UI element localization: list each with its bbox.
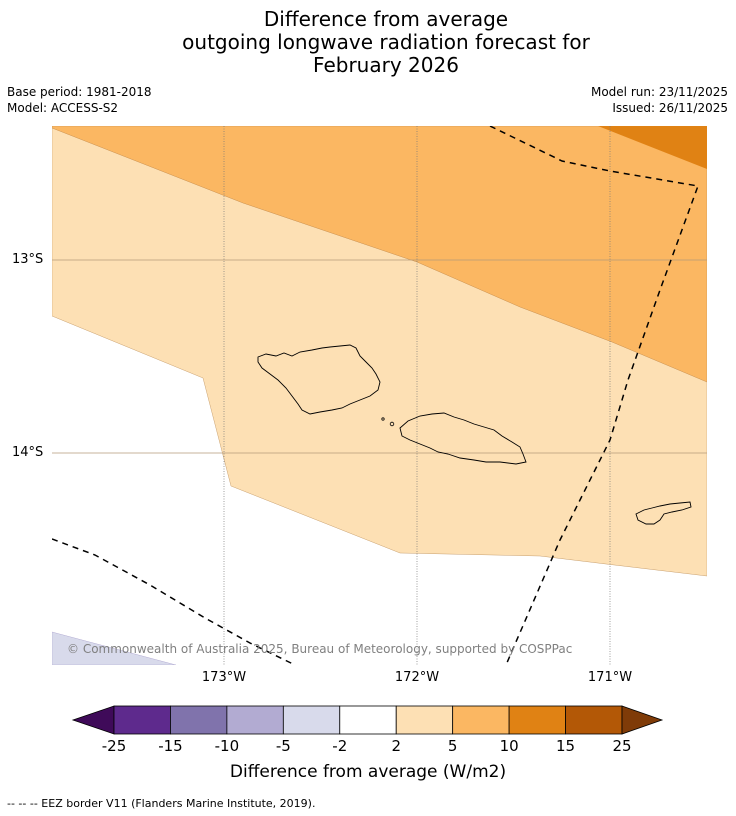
- colorbar-tick-label: 25: [612, 737, 632, 755]
- island-upolu: [399, 412, 527, 465]
- eez-footnote: -- -- -- EEZ border V11 (Flanders Marine…: [7, 797, 316, 810]
- eez-border-east: [489, 126, 700, 665]
- eez-border-southwest: [52, 538, 296, 665]
- colorbar-tick-label: 5: [447, 737, 458, 755]
- colorbar-tick-label: 15: [556, 737, 576, 755]
- colorbar-segment: [452, 705, 510, 735]
- colorbar-tick-label: -10: [214, 737, 240, 755]
- colorbar-label: Difference from average (W/m2): [229, 762, 507, 782]
- colorbar-segment: [226, 705, 284, 735]
- lat-label-14s: 14°S: [12, 445, 44, 460]
- colorbar-segment: [339, 705, 397, 735]
- colorbar-segment: [508, 705, 566, 735]
- meta-left: Base period: 1981-2018 Model: ACCESS-S2: [7, 84, 152, 116]
- colorbar-segment: [565, 705, 623, 735]
- issued-date: Issued: 26/11/2025: [612, 101, 728, 115]
- anomaly-band-10-15: [598, 126, 707, 169]
- islet-1: [381, 417, 385, 421]
- island-tutuila: [635, 501, 692, 525]
- lon-label-172w: 172°W: [394, 670, 440, 685]
- colorbar-segment: [170, 705, 228, 735]
- colorbar-segment: [395, 705, 454, 735]
- title-line-3: February 2026: [313, 53, 459, 77]
- islet-2: [389, 421, 395, 427]
- title-line-2: outgoing longwave radiation forecast for: [182, 30, 590, 54]
- chart-title: Difference from average outgoing longwav…: [0, 8, 736, 77]
- copyright-notice: © Commonwealth of Australia 2025, Bureau…: [67, 642, 573, 656]
- colorbar-segment: [282, 705, 341, 735]
- title-line-1: Difference from average: [263, 7, 509, 31]
- colorbar-tick-label: -25: [101, 737, 127, 755]
- meta-right: Model run: 23/11/2025 Issued: 26/11/2025: [591, 84, 728, 116]
- colorbar-tick-label: -5: [275, 737, 291, 755]
- colorbar-extend-high: [621, 705, 664, 735]
- colorbar-extend-low: [71, 705, 115, 735]
- colorbar-tick-label: -2: [332, 737, 348, 755]
- map-area: [52, 126, 707, 665]
- colorbar-segment: [113, 705, 171, 735]
- lon-label-173w: 173°W: [201, 670, 247, 685]
- anomaly-band-5-10: [52, 126, 707, 383]
- colorbar-tick-label: -15: [158, 737, 183, 755]
- lon-label-171w: 171°W: [587, 670, 633, 685]
- colorbar-tick-label: 2: [391, 737, 401, 755]
- island-savaii: [257, 344, 381, 415]
- base-period: Base period: 1981-2018: [7, 85, 152, 99]
- colorbar-tick-label: 10: [499, 737, 519, 755]
- lat-label-13s: 13°S: [12, 252, 44, 267]
- model-run: Model run: 23/11/2025: [590, 85, 728, 99]
- anomaly-band-neg5-neg2: [52, 631, 177, 665]
- model-name: Model: ACCESS-S2: [7, 101, 119, 115]
